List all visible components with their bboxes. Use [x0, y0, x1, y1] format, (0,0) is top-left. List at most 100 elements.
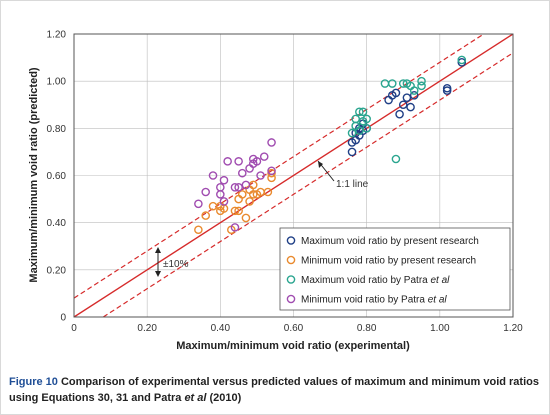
data-point — [219, 197, 229, 206]
legend-label-text: Minimum void ratio by Patra — [301, 295, 428, 306]
x-axis-label: Maximum/minimum void ratio (experimental… — [176, 340, 410, 352]
data-points — [194, 55, 467, 235]
axes: 00 0.20 0.20 0.40 0.40 0.60 0.60 0.80 0.80 1.00 1.… — [47, 30, 524, 335]
reference-lines — [74, 34, 513, 317]
data-point — [398, 100, 408, 110]
lower-band-line — [102, 52, 513, 317]
data-point — [442, 83, 452, 93]
data-point — [208, 171, 218, 180]
data-point — [355, 126, 364, 135]
data-point — [395, 109, 404, 119]
data-point — [409, 86, 419, 95]
caption-text-italic: et al — [184, 392, 207, 404]
data-point — [347, 128, 357, 138]
data-point — [351, 114, 360, 124]
legend-label: Maximum void ratio by Patra et al — [301, 275, 450, 286]
x-tick-label: 0.20 — [137, 323, 157, 334]
data-point — [237, 168, 247, 178]
upper-band-line — [74, 34, 485, 299]
y-axis-label: Maximum/minimum void ratio (predicted) — [28, 67, 40, 282]
data-point — [237, 190, 247, 199]
data-point — [457, 55, 467, 65]
data-point — [248, 190, 258, 199]
x-tick-label: 1.00 — [430, 323, 450, 334]
data-point — [208, 201, 218, 211]
band-arrowhead-up — [155, 247, 161, 253]
data-point — [234, 182, 243, 192]
data-point — [391, 88, 401, 98]
x-tick-label: 0.80 — [357, 323, 377, 334]
data-point — [417, 76, 426, 86]
data-point — [201, 211, 210, 220]
data-point — [201, 187, 210, 197]
data-point — [406, 102, 415, 112]
legend-label-italic: et al — [428, 295, 448, 306]
data-point — [234, 157, 243, 166]
data-point — [223, 157, 232, 166]
y-tick-label: 0 — [60, 313, 66, 324]
data-point — [216, 182, 225, 192]
annotations: 1:1 line ±10% — [163, 179, 369, 270]
data-point — [398, 79, 408, 88]
data-point — [362, 114, 371, 124]
data-point — [267, 166, 276, 176]
figure-caption: Figure 10 Comparison of experimental ver… — [9, 374, 545, 406]
data-point — [256, 171, 265, 180]
data-point — [241, 213, 251, 223]
data-point — [194, 199, 203, 209]
legend-label-italic: et al — [431, 275, 451, 286]
data-point — [402, 93, 412, 102]
data-point — [457, 58, 467, 67]
x-tick-label: 0.60 — [284, 323, 304, 334]
band-label: ±10% — [163, 259, 189, 270]
data-point — [252, 157, 262, 166]
data-point — [387, 79, 397, 88]
legend-label: Minimum void ratio by Patra et al — [301, 295, 447, 306]
legend-box — [279, 227, 511, 311]
y-tick-label: 0.20 — [47, 265, 67, 276]
caption-figure-number: Figure 10 — [9, 376, 58, 388]
x-tick-label: 1.20 — [503, 323, 523, 334]
data-point — [362, 124, 371, 133]
y-tick-label: 0.60 — [47, 171, 67, 182]
caption-text: Comparison of experimental versus predic… — [9, 376, 539, 404]
data-point — [391, 154, 401, 164]
data-point — [230, 223, 240, 232]
data-point — [263, 187, 273, 197]
plot-frame — [73, 33, 514, 318]
data-point — [355, 107, 364, 117]
one-to-one-line — [74, 34, 513, 317]
data-point — [234, 206, 243, 216]
data-point — [417, 81, 426, 91]
caption-text-end: (2010) — [206, 392, 242, 404]
axis-labels: Maximum/minimum void ratio (experimental… — [28, 67, 410, 352]
legend-label-text: Maximum void ratio by Patra — [301, 275, 431, 286]
data-point — [230, 206, 240, 216]
data-point — [409, 91, 419, 100]
reference-line-group — [74, 34, 513, 317]
y-tick-label: 0.80 — [47, 124, 67, 135]
data-point — [219, 175, 229, 185]
data-point — [267, 168, 276, 178]
legend: Maximum void ratio by present research Mi… — [279, 227, 511, 311]
x-tick-label: 0.40 — [211, 323, 231, 334]
legend-label: Minimum void ratio by present research — [301, 256, 476, 267]
legend-marker — [286, 294, 296, 304]
data-point — [241, 180, 251, 190]
data-point — [358, 107, 368, 117]
one-to-one-label: 1:1 line — [336, 179, 369, 190]
legend-marker — [286, 255, 296, 265]
data-point — [194, 225, 203, 235]
y-tick-label: 1.20 — [47, 30, 67, 41]
data-point — [230, 182, 240, 192]
scatter-chart: 00 0.20 0.20 0.40 0.40 0.60 0.60 0.80 0.80 1.00 1.… — [28, 30, 524, 353]
x-tick-label: 0 — [71, 323, 77, 334]
data-point — [259, 152, 269, 161]
y-tick-label: 0.40 — [47, 218, 67, 229]
data-point — [347, 147, 357, 157]
legend-marker — [286, 236, 296, 245]
legend-label: Maximum void ratio by present research — [301, 236, 479, 247]
data-point — [245, 197, 254, 206]
band-arrowhead-down — [155, 271, 161, 277]
